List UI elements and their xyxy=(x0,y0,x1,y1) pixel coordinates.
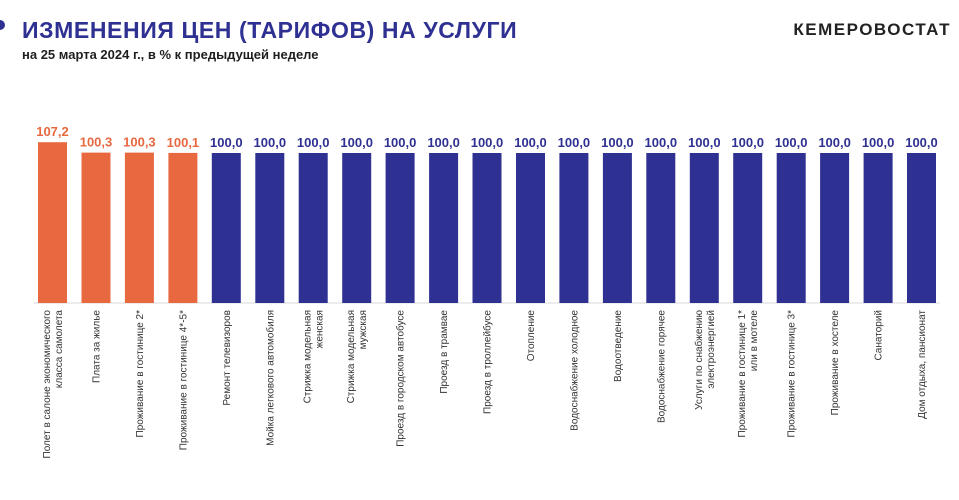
category-label-20: Санаторий xyxy=(874,310,885,361)
category-label-15-line-1: Водоснабжение горячее xyxy=(655,310,667,423)
category-label-3: Проживание в гостинице 2* xyxy=(135,310,146,438)
value-label-19: 100,0 xyxy=(818,135,851,150)
category-label-8: Стрижка модельная мужская xyxy=(346,310,369,403)
bar-16 xyxy=(689,153,719,303)
bar-21 xyxy=(907,153,936,303)
bar-11 xyxy=(472,153,502,303)
bar-2 xyxy=(81,152,111,303)
category-label-20-line-1: Санаторий xyxy=(874,310,885,361)
category-label-10-line-1: Проезд в трамвае xyxy=(439,310,450,394)
brand-logo-text: КЕМЕРОВОСТАТ xyxy=(793,20,951,39)
category-label-11-line-1: Проезд в троллейбусе xyxy=(482,310,494,414)
value-label-3: 100,3 xyxy=(123,135,156,150)
value-label-12: 100,0 xyxy=(514,135,547,150)
bar-5 xyxy=(211,153,241,303)
bar-20 xyxy=(863,153,893,303)
value-label-10: 100,0 xyxy=(427,135,460,150)
category-label-19-line-1: Проживание в хостеле xyxy=(830,310,841,416)
bar-12 xyxy=(516,153,545,303)
category-label-16: Услуги по снабжению электроэнергией xyxy=(693,310,717,410)
bar-13 xyxy=(559,153,589,303)
value-label-16: 100,0 xyxy=(688,135,721,150)
category-label-9-line-1: Проезд в городском автобусе xyxy=(395,310,407,447)
bar-15 xyxy=(646,153,676,303)
category-label-5: Ремонт телевизоров xyxy=(222,310,233,406)
category-label-9: Проезд в городском автобусе xyxy=(395,310,407,447)
value-label-18: 100,0 xyxy=(775,135,808,150)
value-label-6: 100,0 xyxy=(254,135,287,150)
value-label-1: 107,2 xyxy=(36,124,69,139)
category-label-1-line-2: класса самолета xyxy=(54,310,65,389)
category-label-21: Дом отдыха, пансионат xyxy=(917,310,928,419)
value-label-21: 100,0 xyxy=(905,135,938,150)
page-title: ИЗМЕНЕНИЯ ЦЕН (ТАРИФОВ) НА УСЛУГИ xyxy=(22,17,518,43)
bar-3 xyxy=(124,152,154,303)
category-label-17: Проживание в гостинице 1* или в мотеле xyxy=(737,310,760,438)
category-label-12: Отопление xyxy=(526,310,537,362)
value-label-17: 100,0 xyxy=(731,135,764,150)
bar-19 xyxy=(820,153,850,303)
category-label-2-line-1: Плата за жилье xyxy=(92,310,103,383)
category-label-12-line-1: Отопление xyxy=(526,310,537,362)
category-label-8-line-1: Стрижка модельная xyxy=(346,310,357,403)
category-label-11: Проезд в троллейбусе xyxy=(482,310,494,414)
bar-9 xyxy=(385,153,415,303)
category-label-17-line-1: Проживание в гостинице 1* xyxy=(737,310,748,438)
category-label-21-line-1: Дом отдыха, пансионат xyxy=(917,310,928,419)
value-label-4: 100,1 xyxy=(167,135,200,150)
category-label-5-line-1: Ремонт телевизоров xyxy=(222,310,233,406)
category-label-6-line-1: Мойка легкового автомобиля xyxy=(264,310,276,446)
category-label-18: Проживание в гостинице 3* xyxy=(787,310,798,438)
category-label-4: Проживание в гостинице 4*-5* xyxy=(178,310,189,450)
category-label-2: Плата за жилье xyxy=(92,310,103,383)
value-label-11: 100,0 xyxy=(471,135,504,150)
value-label-13: 100,0 xyxy=(558,135,591,150)
value-label-20: 100,0 xyxy=(862,135,895,150)
category-label-18-line-1: Проживание в гостинице 3* xyxy=(787,310,798,438)
category-label-7-line-1: Стрижка модельная xyxy=(303,310,314,403)
bar-7 xyxy=(298,153,328,303)
value-label-9: 100,0 xyxy=(384,135,417,150)
bar-1 xyxy=(38,142,67,303)
corner-decoration xyxy=(0,20,5,30)
bar-8 xyxy=(342,153,372,303)
category-label-4-line-1: Проживание в гостинице 4*-5* xyxy=(178,310,189,450)
value-label-15: 100,0 xyxy=(645,135,678,150)
category-label-10: Проезд в трамвае xyxy=(439,310,450,394)
category-label-13-line-1: Водоснабжение холодное xyxy=(568,310,580,431)
category-label-1: Полет в салоне экономического класса само… xyxy=(42,310,65,459)
value-label-5: 100,0 xyxy=(210,135,243,150)
bar-10 xyxy=(429,153,459,303)
value-label-8: 100,0 xyxy=(340,135,373,150)
category-label-8-line-2: мужская xyxy=(358,310,369,349)
page-subtitle: на 25 марта 2024 г., в % к предыдущей не… xyxy=(22,47,319,62)
category-label-16-line-2: электроэнергией xyxy=(706,310,717,389)
category-label-3-line-1: Проживание в гостинице 2* xyxy=(135,310,146,438)
category-label-6: Мойка легкового автомобиля xyxy=(264,310,276,446)
category-label-13: Водоснабжение холодное xyxy=(568,310,580,431)
category-label-15: Водоснабжение горячее xyxy=(655,310,667,423)
bar-17 xyxy=(733,153,763,303)
value-label-7: 100,0 xyxy=(297,135,330,150)
bar-6 xyxy=(255,153,285,303)
category-label-7-line-2: женская xyxy=(315,310,326,348)
category-label-14-line-1: Водоотведение xyxy=(613,310,624,382)
category-label-19: Проживание в хостеле xyxy=(830,310,841,416)
category-label-1-line-1: Полет в салоне экономического xyxy=(42,310,53,459)
value-label-14: 100,0 xyxy=(601,135,634,150)
category-label-14: Водоотведение xyxy=(613,310,624,382)
category-label-16-line-1: Услуги по снабжению xyxy=(693,310,705,410)
value-label-2: 100,3 xyxy=(80,135,113,150)
category-label-17-line-2: или в мотеле xyxy=(749,310,760,372)
category-label-7: Стрижка модельная женская xyxy=(303,310,326,403)
bar-4 xyxy=(168,152,198,303)
bar-14 xyxy=(602,153,632,303)
bar-18 xyxy=(776,153,806,303)
